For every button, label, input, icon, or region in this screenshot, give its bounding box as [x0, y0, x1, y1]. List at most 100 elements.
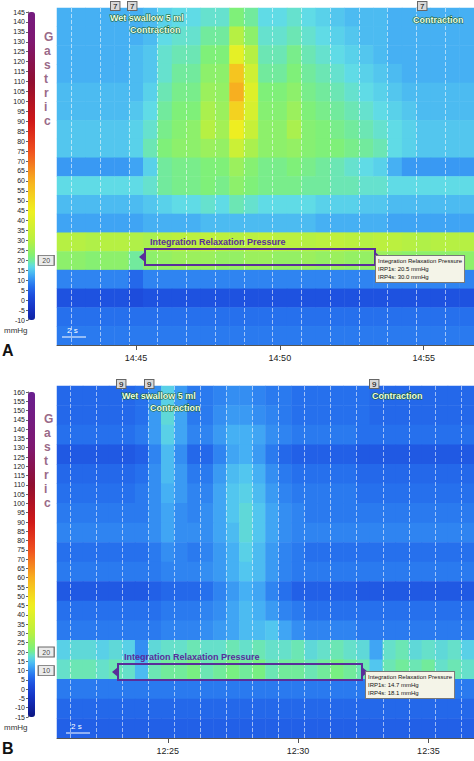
- svg-text:14:45: 14:45: [125, 353, 148, 363]
- svg-text:9: 9: [147, 380, 152, 389]
- svg-text:155: 155: [13, 398, 25, 405]
- svg-text:7: 7: [113, 2, 118, 11]
- svg-text:Contraction: Contraction: [130, 25, 181, 35]
- svg-text:r: r: [44, 86, 49, 100]
- svg-text:100: 100: [13, 98, 25, 105]
- svg-text:IRP4s: 30.0 mmHg: IRP4s: 30.0 mmHg: [378, 274, 429, 280]
- svg-text:10: 10: [17, 667, 25, 674]
- svg-text:65: 65: [17, 167, 25, 174]
- svg-text:5: 5: [21, 676, 25, 683]
- svg-text:60: 60: [17, 177, 25, 184]
- svg-text:0: 0: [21, 297, 25, 304]
- svg-text:2 s: 2 s: [67, 326, 78, 335]
- svg-text:30: 30: [17, 630, 25, 637]
- svg-text:0: 0: [21, 686, 25, 693]
- svg-text:125: 125: [13, 454, 25, 461]
- svg-text:IRP1s: 20.5 mmHg: IRP1s: 20.5 mmHg: [378, 266, 429, 272]
- svg-text:140: 140: [13, 426, 25, 433]
- svg-text:Contraction: Contraction: [150, 403, 201, 413]
- svg-text:s: s: [44, 58, 51, 72]
- svg-text:7: 7: [130, 2, 135, 11]
- svg-text:75: 75: [17, 546, 25, 553]
- svg-text:-15: -15: [15, 714, 25, 721]
- svg-text:A: A: [2, 342, 14, 359]
- svg-text:135: 135: [13, 435, 25, 442]
- svg-text:15: 15: [17, 267, 25, 274]
- svg-text:45: 45: [17, 602, 25, 609]
- svg-text:2 s: 2 s: [71, 722, 82, 731]
- svg-text:85: 85: [17, 128, 25, 135]
- svg-text:IRP4s: 18.1 mmHg: IRP4s: 18.1 mmHg: [368, 690, 419, 696]
- svg-text:Wet swallow 5 ml: Wet swallow 5 ml: [110, 13, 184, 23]
- svg-text:115: 115: [14, 68, 25, 75]
- svg-text:120: 120: [13, 463, 25, 470]
- svg-text:80: 80: [17, 138, 25, 145]
- svg-text:50: 50: [17, 593, 25, 600]
- svg-text:110: 110: [14, 78, 25, 85]
- svg-text:90: 90: [17, 118, 25, 125]
- svg-text:B: B: [2, 740, 14, 757]
- svg-text:-10: -10: [15, 317, 25, 324]
- svg-text:40: 40: [17, 611, 25, 618]
- svg-text:10: 10: [42, 667, 50, 674]
- svg-text:12:35: 12:35: [417, 746, 440, 756]
- svg-text:i: i: [44, 100, 47, 114]
- svg-text:12:25: 12:25: [156, 746, 179, 756]
- svg-text:105: 105: [13, 88, 25, 95]
- svg-text:t: t: [44, 72, 48, 86]
- svg-text:s: s: [44, 440, 51, 454]
- svg-text:70: 70: [17, 158, 25, 165]
- svg-text:Integration Relaxation Pressur: Integration Relaxation Pressure: [150, 237, 286, 247]
- svg-text:10: 10: [17, 277, 25, 284]
- svg-text:-5: -5: [19, 695, 25, 702]
- svg-text:14:55: 14:55: [412, 353, 435, 363]
- svg-text:65: 65: [17, 565, 25, 572]
- svg-text:130: 130: [13, 444, 25, 451]
- svg-text:20: 20: [17, 649, 25, 656]
- svg-text:150: 150: [13, 407, 25, 414]
- svg-text:125: 125: [13, 48, 25, 55]
- svg-text:80: 80: [17, 537, 25, 544]
- svg-text:mmHg: mmHg: [4, 723, 28, 732]
- svg-text:95: 95: [17, 509, 25, 516]
- svg-text:40: 40: [17, 217, 25, 224]
- svg-text:50: 50: [17, 197, 25, 204]
- svg-text:-5: -5: [19, 307, 25, 314]
- svg-text:35: 35: [17, 227, 25, 234]
- svg-text:70: 70: [17, 556, 25, 563]
- svg-text:35: 35: [17, 621, 25, 628]
- svg-text:75: 75: [17, 148, 25, 155]
- svg-text:Contraction: Contraction: [372, 391, 423, 401]
- svg-text:G: G: [44, 30, 53, 44]
- svg-text:130: 130: [13, 38, 25, 45]
- svg-text:9: 9: [119, 380, 124, 389]
- svg-text:25: 25: [17, 639, 25, 646]
- svg-text:G: G: [44, 412, 53, 426]
- svg-text:110: 110: [14, 481, 25, 488]
- svg-text:20: 20: [17, 257, 25, 264]
- svg-text:a: a: [44, 44, 51, 58]
- svg-text:30: 30: [17, 237, 25, 244]
- svg-text:115: 115: [14, 472, 25, 479]
- svg-text:25: 25: [17, 247, 25, 254]
- svg-text:9: 9: [372, 380, 377, 389]
- svg-text:100: 100: [13, 500, 25, 507]
- svg-text:14:50: 14:50: [269, 353, 292, 363]
- svg-text:20: 20: [42, 257, 50, 264]
- svg-text:60: 60: [17, 574, 25, 581]
- svg-text:15: 15: [17, 658, 25, 665]
- svg-text:7: 7: [420, 2, 425, 11]
- svg-text:i: i: [44, 482, 47, 496]
- svg-text:20: 20: [42, 649, 50, 656]
- svg-text:Integration Relaxation Pressur: Integration Relaxation Pressure: [368, 674, 453, 680]
- svg-text:IRP1s: 14.7 mmHg: IRP1s: 14.7 mmHg: [368, 682, 419, 688]
- svg-text:Wet swallow 5 ml: Wet swallow 5 ml: [122, 391, 196, 401]
- svg-text:5: 5: [21, 287, 25, 294]
- svg-text:85: 85: [17, 528, 25, 535]
- svg-text:Integration Relaxation Pressur: Integration Relaxation Pressure: [378, 258, 463, 264]
- svg-text:90: 90: [17, 519, 25, 526]
- svg-text:12:30: 12:30: [287, 746, 310, 756]
- svg-text:Integration Relaxation Pressur: Integration Relaxation Pressure: [124, 652, 260, 662]
- svg-text:mmHg: mmHg: [4, 326, 28, 335]
- svg-text:145: 145: [13, 416, 25, 423]
